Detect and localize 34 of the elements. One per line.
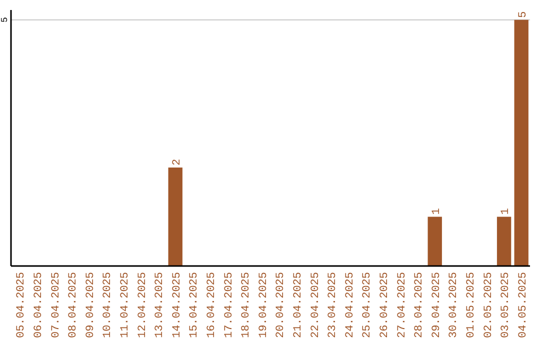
x-tick-label: 07.04.2025 [50, 272, 62, 338]
x-tick-label: 20.04.2025 [275, 272, 288, 338]
x-tick-label: 26.04.2025 [378, 272, 391, 338]
x-tick-label: 22.04.2025 [310, 272, 322, 338]
x-tick-label: 29.04.2025 [430, 272, 443, 338]
data-label: 2 [171, 158, 184, 166]
x-tick-label: 10.04.2025 [102, 272, 114, 338]
x-tick-label: 12.04.2025 [136, 272, 149, 338]
x-tick-label: 13.04.2025 [154, 272, 166, 338]
x-tick-label: 08.04.2025 [68, 272, 80, 338]
x-tick-label: 23.04.2025 [327, 272, 340, 338]
x-tick-label: 11.04.2025 [119, 272, 132, 338]
x-tick-label: 28.04.2025 [414, 272, 426, 338]
x-tick-label: 03.05.2025 [500, 272, 512, 338]
x-tick-label: 17.04.2025 [223, 272, 236, 338]
x-tick-label: 25.04.2025 [362, 272, 374, 338]
x-tick-label: 02.05.2025 [482, 272, 495, 338]
x-tick-label: 19.04.2025 [258, 272, 270, 338]
x-tick-label: 30.04.2025 [448, 272, 460, 338]
x-tick-label: 01.05.2025 [465, 272, 478, 338]
x-tick-label: 16.04.2025 [206, 272, 218, 338]
x-tick-label: 27.04.2025 [396, 272, 408, 338]
data-label: 1 [430, 208, 443, 215]
x-tick-label: 21.04.2025 [292, 272, 304, 338]
x-tick-label: 18.04.2025 [240, 272, 253, 338]
x-tick-label: 09.04.2025 [84, 272, 97, 338]
x-tick-label: 15.04.2025 [188, 272, 201, 338]
x-tick-label: 05.04.2025 [16, 272, 28, 338]
x-tick-label: 14.04.2025 [171, 272, 184, 338]
data-label: 1 [500, 208, 512, 215]
x-tick-label: 24.04.2025 [344, 272, 356, 338]
x-tick-label: 04.05.2025 [517, 272, 530, 338]
data-label: 5 [517, 11, 530, 18]
x-tick-label: 06.04.2025 [32, 272, 45, 338]
